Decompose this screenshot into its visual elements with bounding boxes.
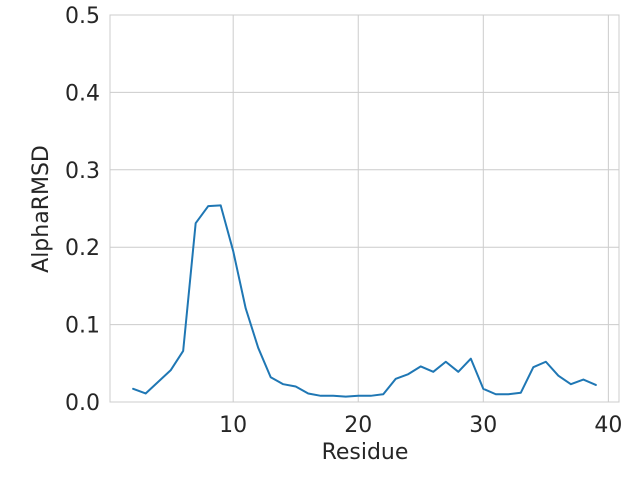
plot-frame — [109, 14, 620, 403]
y-tick-label: 0.1 — [65, 314, 100, 339]
y-tick-label: 0.0 — [65, 391, 100, 416]
y-tick-label: 0.3 — [65, 159, 100, 184]
series-line — [132, 204, 597, 398]
x-axis-label: Residue — [322, 440, 409, 465]
x-tick-label: 40 — [594, 413, 622, 438]
axes — [109, 14, 620, 403]
y-tick-label: 0.4 — [65, 81, 100, 106]
y-tick-label: 0.2 — [65, 236, 100, 261]
grid — [110, 14, 619, 403]
y-axis-label: AlphaRMSD — [29, 145, 54, 273]
x-tick-label: 10 — [219, 413, 247, 438]
tick-labels: 0.0 0.1 0.2 0.3 0.4 0.5 10 20 30 40 — [65, 4, 622, 438]
series-layer — [132, 204, 597, 398]
x-tick-label: 20 — [344, 413, 372, 438]
y-tick-label: 0.5 — [65, 4, 100, 29]
x-tick-label: 30 — [469, 413, 497, 438]
